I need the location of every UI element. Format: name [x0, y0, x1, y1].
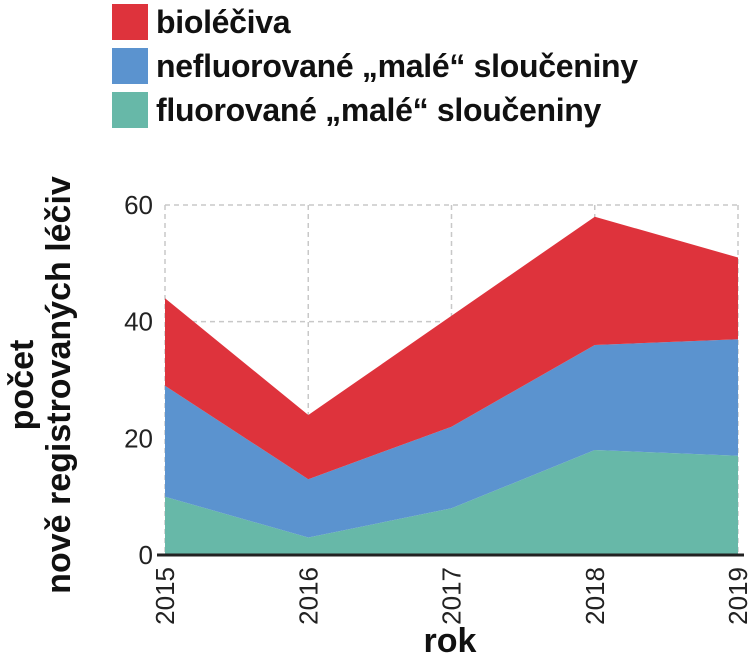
x-tick-label: 2015	[150, 567, 180, 625]
x-tick-label: 2016	[293, 567, 323, 625]
y-tick-label: 60	[124, 190, 153, 220]
area-layer	[165, 216, 738, 555]
x-tick-label: 2017	[437, 567, 467, 625]
area-series-0	[165, 450, 738, 555]
legend-swatch-fluorovane	[112, 92, 148, 128]
legend: bioléčiva nefluorované „malé“ sloučeniny…	[112, 0, 638, 132]
y-axis-title-line2: nově registrovaných léčiv	[40, 176, 78, 594]
area-series-2	[165, 216, 738, 480]
legend-item-nefluorovane: nefluorované „malé“ sloučeniny	[112, 44, 638, 88]
x-tick-label: 2018	[580, 567, 610, 625]
legend-label-nefluorovane: nefluorované „malé“ sloučeniny	[156, 47, 638, 84]
x-axis-title: rok	[424, 622, 477, 660]
legend-item-biolecive: bioléčiva	[112, 0, 638, 44]
legend-swatch-nefluorovane	[112, 48, 148, 84]
legend-label-fluorovane: fluorované „malé“ sloučeniny	[156, 91, 602, 128]
y-tick-label: 40	[124, 307, 153, 337]
axis-layer: 0 20 40 60 2015 2016 2017 2018 2019	[124, 190, 753, 625]
legend-label-biolecive: bioléčiva	[156, 3, 291, 40]
legend-swatch-biolecive	[112, 4, 148, 40]
area-series-1	[165, 339, 738, 538]
legend-item-fluorovane: fluorované „malé“ sloučeniny	[112, 88, 638, 132]
y-tick-label: 0	[139, 540, 153, 570]
y-tick-label: 20	[124, 423, 153, 453]
x-tick-label: 2019	[723, 567, 753, 625]
y-axis-title-line1: počet	[3, 340, 41, 431]
